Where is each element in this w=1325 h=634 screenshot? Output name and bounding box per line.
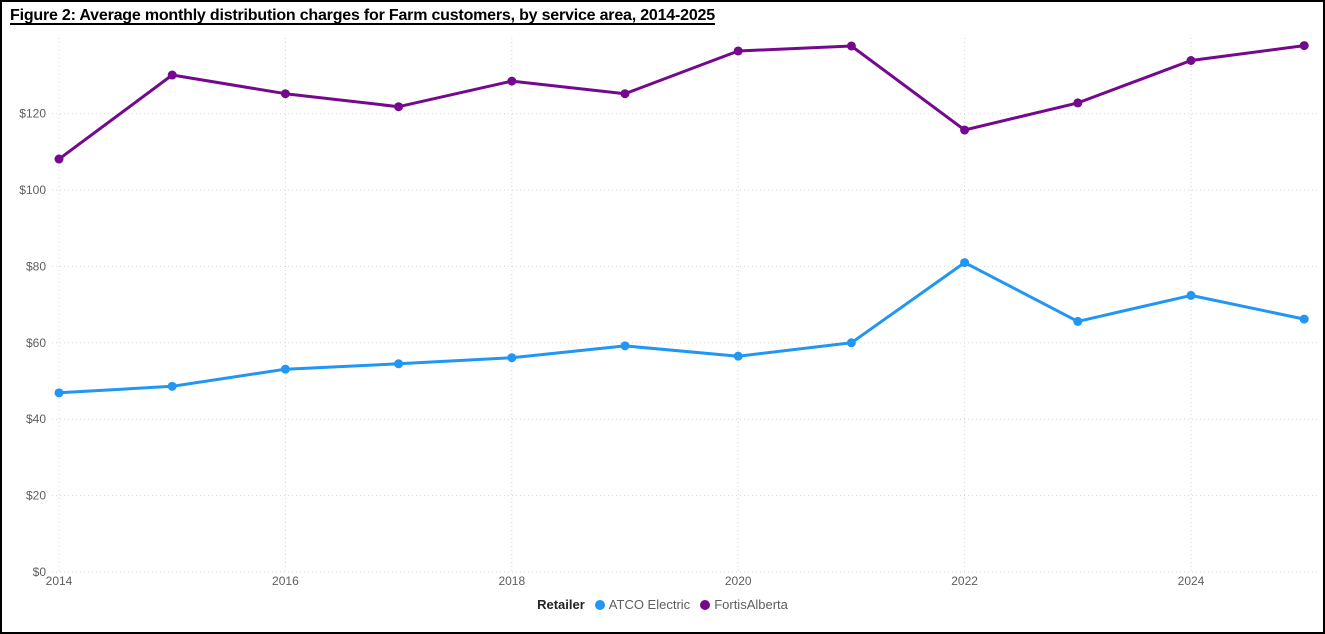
data-point-atco-electric-2024[interactable]	[1186, 290, 1196, 300]
data-point-fortisalberta-2022[interactable]	[960, 125, 970, 135]
x-axis-tick-label: 2014	[46, 574, 73, 588]
data-point-atco-electric-2014[interactable]	[54, 388, 64, 398]
data-point-fortisalberta-2014[interactable]	[54, 154, 64, 164]
y-axis-tick-label: $0	[33, 565, 47, 579]
y-axis-tick-label: $100	[19, 183, 46, 197]
y-axis-tick-label: $80	[26, 259, 46, 273]
x-axis-tick-label: 2022	[951, 574, 978, 588]
legend-dot-fortisalberta-icon	[700, 599, 711, 610]
y-axis-tick-label: $60	[26, 336, 46, 350]
data-point-atco-electric-2017[interactable]	[394, 359, 404, 369]
legend-label-atco-electric: ATCO Electric	[608, 597, 691, 612]
data-point-fortisalberta-2023[interactable]	[1073, 98, 1083, 108]
legend-title: Retailer	[537, 597, 585, 612]
legend-item-fortisalberta[interactable]: FortisAlberta	[700, 597, 788, 612]
data-point-atco-electric-2023[interactable]	[1073, 316, 1083, 326]
data-point-atco-electric-2019[interactable]	[620, 341, 630, 351]
legend: Retailer ATCO Electric FortisAlberta	[2, 597, 1323, 612]
x-axis-tick-label: 2018	[498, 574, 525, 588]
data-point-fortisalberta-2021[interactable]	[846, 41, 856, 51]
x-axis-tick-label: 2020	[725, 574, 752, 588]
data-point-atco-electric-2022[interactable]	[960, 258, 970, 268]
data-point-fortisalberta-2025[interactable]	[1299, 41, 1309, 51]
legend-item-atco-electric[interactable]: ATCO Electric	[594, 597, 691, 612]
x-axis-tick-label: 2016	[272, 574, 299, 588]
data-point-atco-electric-2018[interactable]	[507, 353, 517, 363]
y-axis-tick-label: $40	[26, 412, 46, 426]
data-point-fortisalberta-2018[interactable]	[507, 76, 517, 86]
data-point-fortisalberta-2019[interactable]	[620, 89, 630, 99]
series-line-atco-electric	[57, 261, 1306, 395]
y-axis-tick-label: $120	[19, 107, 46, 121]
data-point-atco-electric-2015[interactable]	[167, 381, 177, 391]
figure-title: Figure 2: Average monthly distribution c…	[10, 7, 715, 24]
legend-label-fortisalberta: FortisAlberta	[714, 597, 788, 612]
data-point-fortisalberta-2024[interactable]	[1186, 56, 1196, 66]
data-point-atco-electric-2016[interactable]	[280, 364, 290, 374]
x-axis-tick-label: 2024	[1178, 574, 1205, 588]
data-point-fortisalberta-2015[interactable]	[167, 70, 177, 80]
legend-dot-atco-electric-icon	[594, 599, 605, 610]
series-line-fortisalberta	[57, 44, 1306, 161]
data-point-fortisalberta-2017[interactable]	[394, 102, 404, 112]
data-point-atco-electric-2021[interactable]	[846, 338, 856, 348]
y-axis-tick-label: $20	[26, 489, 46, 503]
data-point-atco-electric-2025[interactable]	[1299, 314, 1309, 324]
data-point-fortisalberta-2020[interactable]	[733, 46, 743, 56]
data-point-fortisalberta-2016[interactable]	[280, 89, 290, 99]
data-point-atco-electric-2020[interactable]	[733, 351, 743, 361]
